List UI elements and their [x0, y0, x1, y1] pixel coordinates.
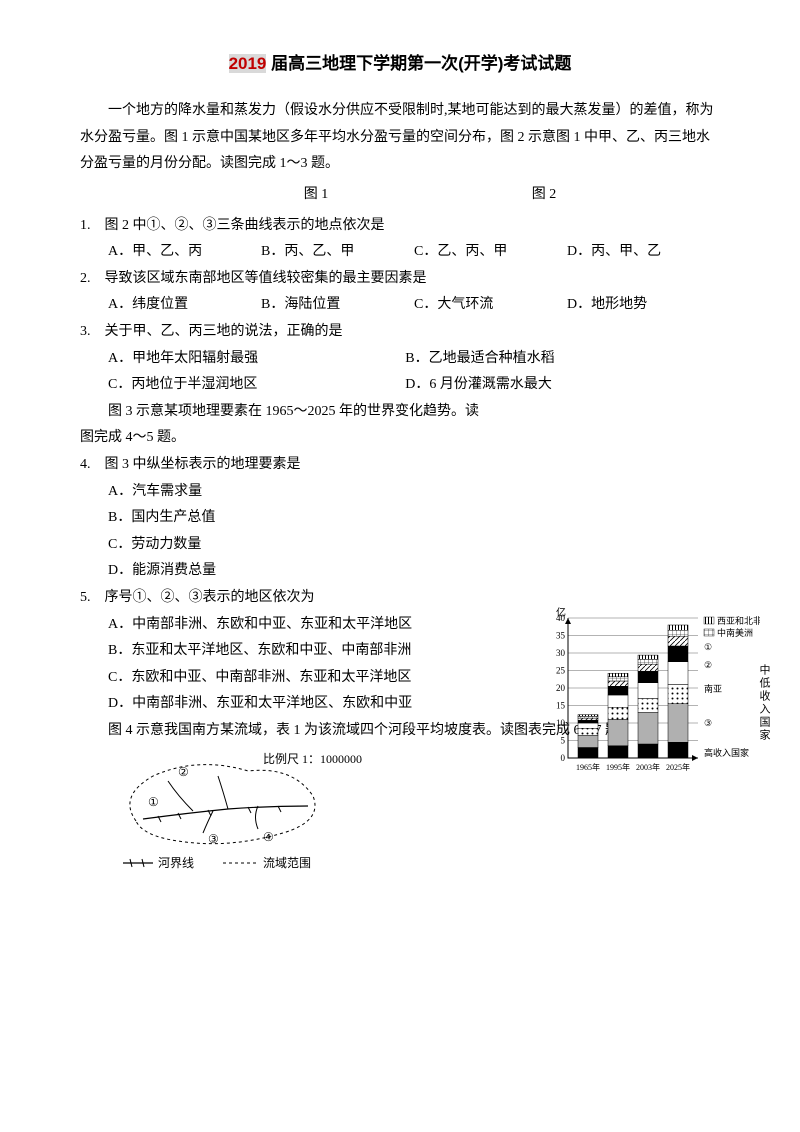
svg-text:10: 10: [556, 718, 566, 728]
svg-text:40: 40: [556, 613, 566, 623]
svg-text:南亚: 南亚: [704, 683, 722, 694]
q2-B: B．海陆位置: [261, 292, 414, 319]
q1-C: C．乙、丙、甲: [414, 239, 567, 266]
q3-B: B．乙地最适合种植水稻: [405, 346, 699, 373]
q3-A: A．甲地年太阳辐射最强: [108, 346, 402, 373]
q3-D: D．6 月份灌溉需水最大: [405, 372, 699, 399]
svg-text:②: ②: [178, 765, 189, 779]
svg-text:1995年: 1995年: [606, 762, 630, 772]
q3-stem: 3. 关于甲、乙、丙三地的说法，正确的是: [80, 319, 720, 346]
q4-B: B．国内生产总值: [80, 505, 720, 532]
title-rest: 届高三地理下学期第一次(开学)考试试题: [266, 54, 571, 73]
svg-text:25: 25: [556, 666, 566, 676]
svg-text:30: 30: [556, 648, 566, 658]
intro-paragraph: 一个地方的降水量和蒸发力（假设水分供应不受限制时,某地可能达到的最大蒸发量）的差…: [80, 98, 720, 178]
chart-vlabel: 中低收入国家: [753, 664, 774, 742]
svg-text:③: ③: [208, 832, 219, 846]
q1-stem: 1. 图 2 中①、②、③三条曲线表示的地点依次是: [80, 213, 720, 240]
svg-text:流域范围: 流域范围: [263, 856, 311, 870]
svg-text:中南美洲: 中南美洲: [717, 627, 753, 638]
q4-options: A．汽车需求量 B．国内生产总值 C．劳动力数量 D．能源消费总量: [80, 479, 720, 585]
figure3-chart: 亿05101520253035401965年1995年2003年2025年西亚和…: [540, 606, 760, 781]
q2-options: A．纬度位置 B．海陆位置 C．大气环流 D．地形地势: [80, 292, 720, 319]
svg-text:①: ①: [704, 642, 712, 652]
svg-text:1965年: 1965年: [576, 762, 600, 772]
fig1-label: 图 1: [304, 182, 329, 209]
q4-C: C．劳动力数量: [80, 532, 720, 559]
figure4-river: 比例尺 1：1000000 ② ① ③ ④ 河界线 流域范围: [108, 751, 368, 871]
q4-stem: 4. 图 3 中纵坐标表示的地理要素是: [80, 452, 720, 479]
svg-text:35: 35: [556, 631, 566, 641]
svg-text:②: ②: [704, 660, 712, 670]
figure-labels: 图 1 图 2: [80, 182, 720, 209]
svg-text:15: 15: [556, 701, 566, 711]
q1-B: B．丙、乙、甲: [261, 239, 414, 266]
svg-text:5: 5: [561, 736, 566, 746]
svg-text:2003年: 2003年: [636, 762, 660, 772]
svg-text:①: ①: [148, 795, 159, 809]
svg-text:西亚和北非: 西亚和北非: [717, 615, 760, 626]
q2-C: C．大气环流: [414, 292, 567, 319]
svg-text:④: ④: [263, 830, 274, 844]
q2-stem: 2. 导致该区域东南部地区等值线较密集的最主要因素是: [80, 266, 720, 293]
q3-options: A．甲地年太阳辐射最强 B．乙地最适合种植水稻 C．丙地位于半湿润地区 D．6 …: [80, 346, 720, 399]
svg-text:③: ③: [704, 718, 712, 728]
scale-label: 比例尺 1：1000000: [263, 752, 362, 766]
intro45: 图 3 示意某项地理要素在 1965～2025 年的世界变化趋势。读图完成 4～…: [80, 399, 720, 452]
svg-text:20: 20: [556, 683, 566, 693]
q1-options: A．甲、乙、丙 B．丙、乙、甲 C．乙、丙、甲 D．丙、甲、乙: [80, 239, 720, 266]
q3-C: C．丙地位于半湿润地区: [108, 372, 402, 399]
q1-A: A．甲、乙、丙: [108, 239, 261, 266]
title-year: 2019: [229, 54, 267, 73]
q2-D: D．地形地势: [567, 292, 720, 319]
q4-A: A．汽车需求量: [80, 479, 720, 506]
q2-A: A．纬度位置: [108, 292, 261, 319]
svg-text:2025年: 2025年: [666, 762, 690, 772]
fig2-label: 图 2: [532, 182, 557, 209]
q4-D: D．能源消费总量: [80, 558, 720, 585]
svg-text:0: 0: [561, 753, 566, 763]
q1-D: D．丙、甲、乙: [567, 239, 720, 266]
svg-text:河界线: 河界线: [158, 856, 194, 870]
svg-text:高收入国家: 高收入国家: [704, 747, 749, 758]
page-title: 2019 届高三地理下学期第一次(开学)考试试题: [80, 48, 720, 80]
